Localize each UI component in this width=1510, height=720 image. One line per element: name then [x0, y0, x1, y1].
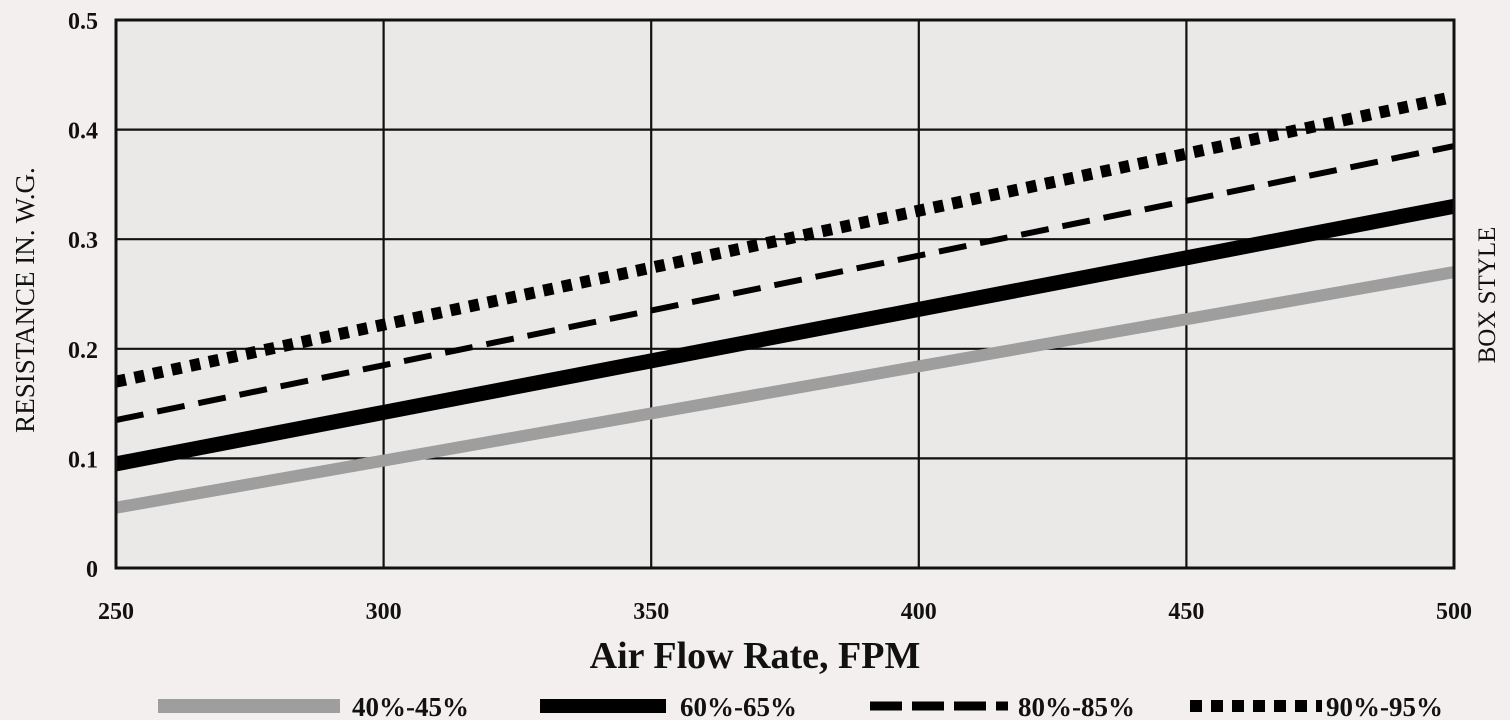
series-line-1 [114, 266, 1456, 514]
y-tick-label: 0 [86, 557, 98, 583]
x-tick-label: 400 [901, 599, 937, 625]
x-tick-label: 450 [1168, 599, 1204, 625]
series-line-4 [114, 90, 1456, 388]
y-tick-label: 0.4 [68, 119, 98, 145]
x-tick-label: 500 [1436, 599, 1472, 625]
y-tick-label: 0.3 [68, 228, 98, 254]
y-tick-labels: 0 0.1 0.2 0.3 0.4 0.5 [68, 9, 98, 583]
x-tick-labels: 250 300 350 400 450 500 [98, 599, 1472, 625]
legend-label-4: 90%-95% [1326, 692, 1443, 720]
y-tick-label: 0.5 [68, 9, 98, 35]
y-tick-label: 0.1 [68, 447, 98, 473]
plot-area [116, 20, 1454, 568]
series-group [114, 90, 1456, 514]
y-tick-label: 0.2 [68, 338, 98, 364]
x-tick-label: 350 [633, 599, 669, 625]
y-axis-title: RESISTANCE IN. W.G. [10, 167, 40, 433]
x-tick-label: 300 [366, 599, 402, 625]
legend-label-3: 80%-85% [1018, 692, 1135, 720]
legend-label-1: 40%-45% [352, 692, 469, 720]
side-label-box-style: BOX STYLE [1474, 227, 1501, 364]
plot-frame [114, 18, 1456, 570]
x-axis-title: Air Flow Rate, FPM [590, 635, 921, 677]
legend: 40%-45% 60%-65% 80%-85% 90%-95% [158, 692, 1443, 720]
legend-label-2: 60%-65% [680, 692, 797, 720]
series-line-3 [115, 143, 1455, 423]
x-tick-label: 250 [98, 599, 134, 625]
series-line-2 [114, 198, 1456, 472]
